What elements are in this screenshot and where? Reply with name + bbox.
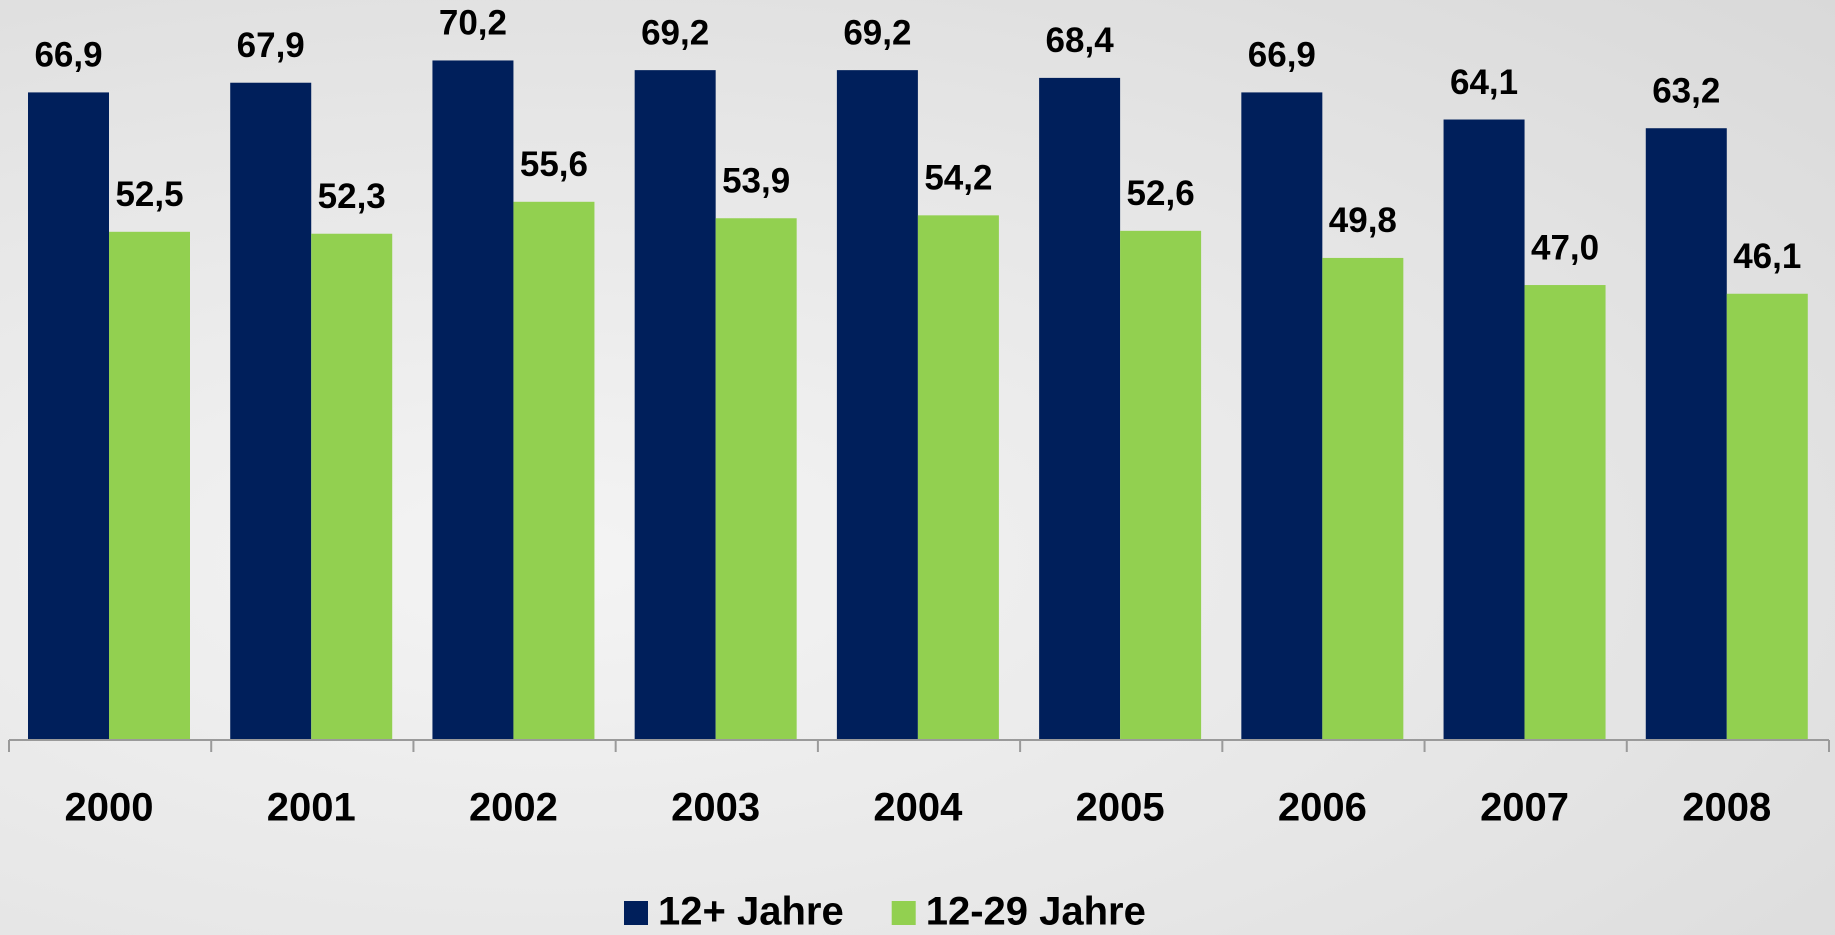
bar [311,233,393,740]
x-tick-label: 2008 [1682,786,1771,830]
value-label: 52,6 [1127,174,1195,213]
bar [230,82,312,740]
bar [1322,257,1404,740]
value-label: 64,1 [1450,63,1518,102]
value-label: 55,6 [520,145,588,184]
value-label: 49,8 [1329,201,1397,240]
x-tick-label: 2000 [65,786,154,830]
bar [1241,92,1323,740]
value-label: 46,1 [1733,237,1801,276]
bar [634,70,716,741]
x-tick-label: 2002 [469,786,558,830]
value-label: 70,2 [439,4,507,43]
legend-label: 12+ Jahre [658,890,844,934]
value-label: 52,5 [115,175,183,214]
bar [28,92,109,740]
x-tick-label: 2005 [1076,786,1165,830]
x-tick-label: 2006 [1278,786,1367,830]
legend-swatch [624,901,648,925]
value-label: 63,2 [1652,71,1720,110]
value-label: 54,2 [924,159,992,198]
bar [836,70,918,741]
x-tick-label: 2007 [1480,786,1569,830]
bar [432,60,514,741]
bar [1443,119,1525,740]
bar [1726,293,1808,740]
bar [1039,77,1121,740]
value-label: 66,9 [34,36,102,75]
bar [1645,128,1727,740]
bar [1120,230,1202,740]
legend-swatch [891,901,916,925]
legend-label: 12-29 Jahre [926,890,1146,934]
value-label: 66,9 [1248,36,1316,75]
value-label: 53,9 [722,161,790,200]
x-tick-label: 2001 [267,786,356,830]
bar [715,218,797,741]
value-label: 52,3 [318,177,386,216]
x-tick-label: 2003 [671,786,760,830]
value-label: 69,2 [843,13,911,52]
bar [1524,285,1606,740]
bar [917,215,999,740]
value-label: 69,2 [641,13,709,52]
bar [109,231,190,741]
x-tick-label: 2004 [873,786,963,830]
value-label: 68,4 [1046,21,1115,60]
bar [513,201,595,741]
value-label: 47,0 [1531,228,1599,267]
value-label: 67,9 [237,26,305,65]
